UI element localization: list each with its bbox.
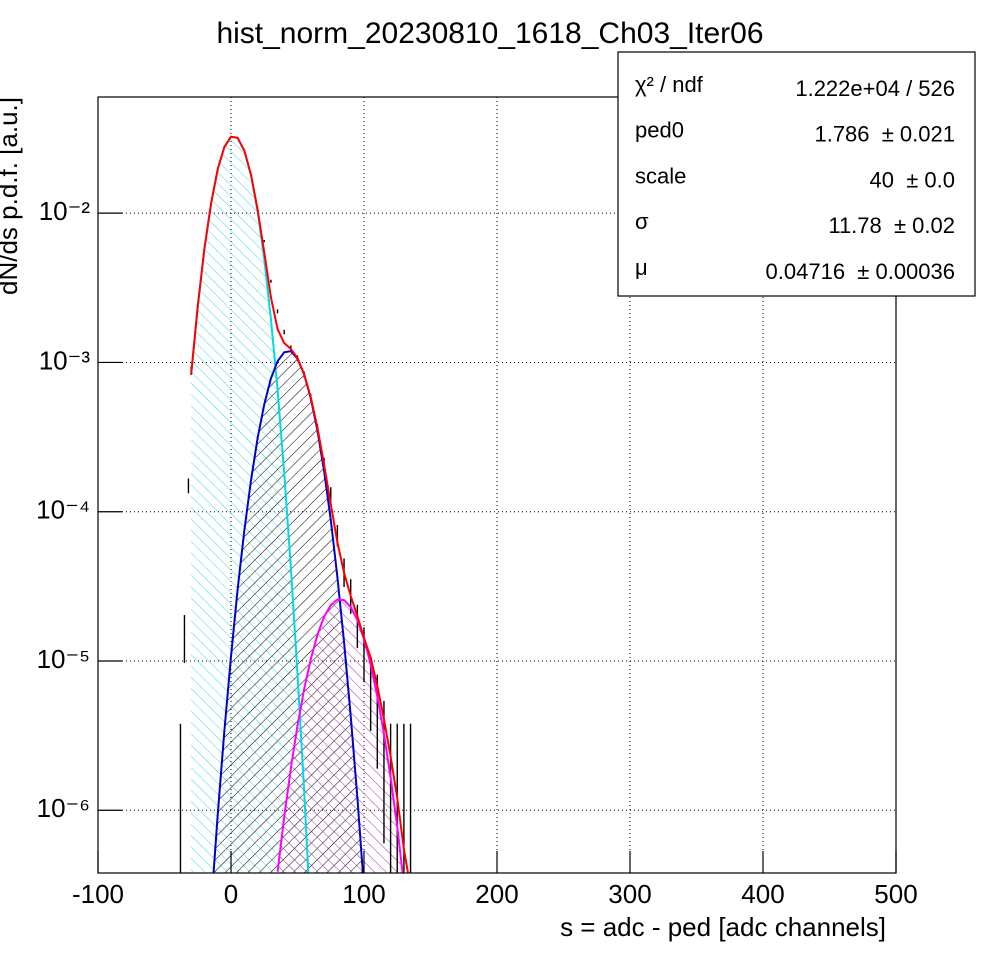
fit-curve [212, 350, 364, 873]
stats-label: χ² / ndf [635, 72, 704, 97]
stats-value: 1.222e+04 / 526 [795, 76, 955, 101]
stats-label: scale [635, 163, 686, 188]
x-axis-label: s = adc - ped [adc channels] [560, 912, 886, 942]
stats-value: 0.04716 ± 0.00036 [766, 259, 955, 284]
y-tick-label: 10⁻² [39, 196, 91, 226]
y-tick-label: 10⁻⁴ [36, 495, 90, 525]
stats-box: χ² / ndf 1.222e+04 / 526 ped0 1.786 ± 0.021… [617, 51, 976, 297]
x-tick-label: 300 [608, 879, 651, 909]
fit-curve [190, 135, 410, 873]
stats-frame [617, 51, 976, 297]
stats-label: ped0 [635, 118, 684, 143]
plot-area [179, 135, 412, 873]
x-tick-label: 0 [224, 879, 238, 909]
y-tick-label: 10⁻⁶ [37, 793, 90, 823]
stats-value: 40 ± 0.0 [870, 167, 955, 192]
axes: -100 0 100 200 300 400 500 10⁻⁶ 10⁻⁵ 10⁻⁴ 10⁻³ 10⁻² [36, 196, 918, 909]
x-tick-label: -100 [72, 879, 124, 909]
stats-value: 1.786 ± 0.021 [814, 122, 955, 147]
stats-value: 11.78 ± 0.02 [828, 213, 955, 238]
x-tick-label: 400 [741, 879, 784, 909]
stats-label: μ [635, 255, 648, 280]
x-tick-label: 200 [475, 879, 518, 909]
x-tick-label: 500 [874, 879, 917, 909]
fit-curve [276, 598, 404, 873]
x-tick-label: 100 [342, 879, 385, 909]
y-axis-label: dN/ds p.d.f. [a.u.] [0, 97, 23, 295]
y-tick-label: 10⁻⁵ [37, 644, 90, 674]
chart-title: hist_norm_20230810_1618_Ch03_Iter06 [216, 17, 763, 50]
y-tick-label: 10⁻³ [39, 345, 91, 375]
stats-label: σ [635, 209, 649, 234]
